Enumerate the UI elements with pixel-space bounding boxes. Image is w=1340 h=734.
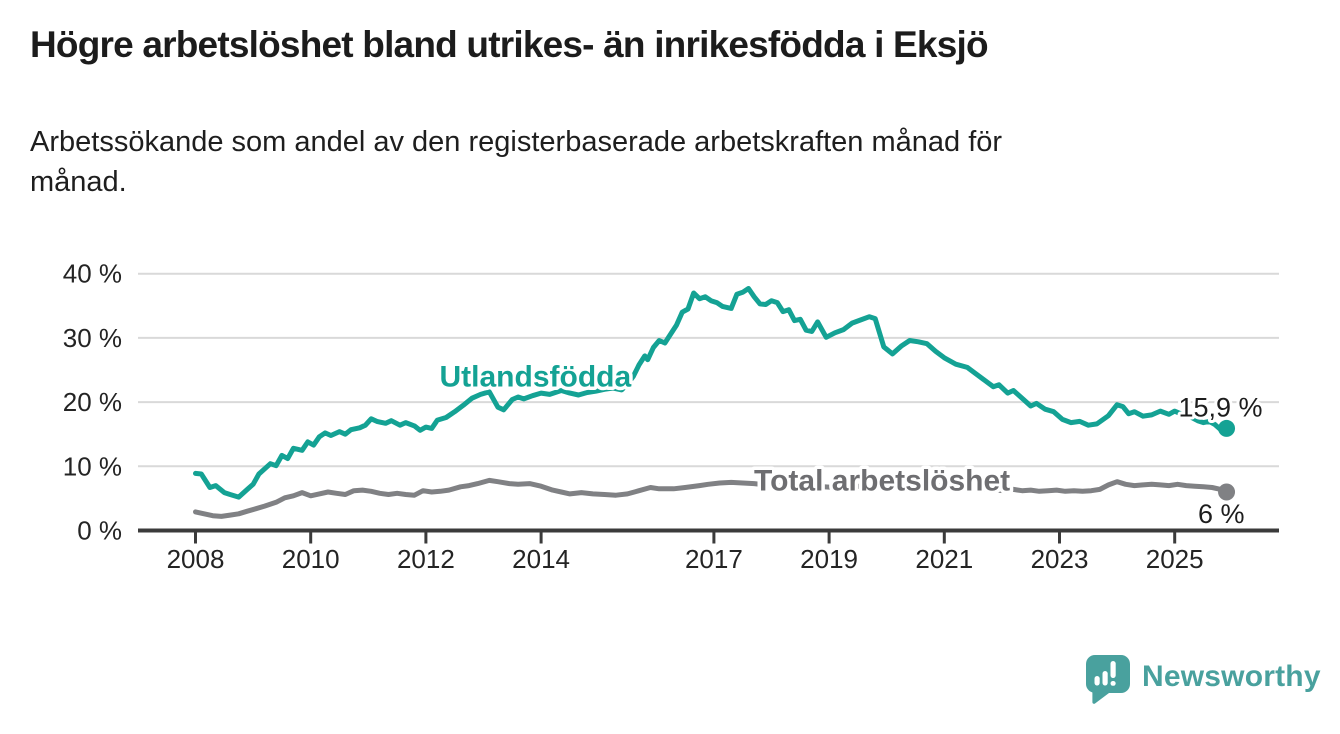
- bar-chart-bar-small: [1094, 676, 1100, 686]
- newsworthy-logo: Newsworthy: [1085, 655, 1321, 705]
- y-axis-tick-label: 20 %: [63, 387, 122, 417]
- x-axis-tick-label: 2019: [800, 544, 858, 574]
- series-end-dot: [1218, 483, 1236, 501]
- x-axis-tick-label: 2021: [915, 544, 973, 574]
- series-end-dot: [1218, 419, 1236, 437]
- series-line: [193, 286, 1229, 500]
- series-label: Total arbetslöshet: [754, 464, 1010, 497]
- speech-bubble-shape: [1086, 655, 1130, 704]
- exclamation-dot: [1110, 681, 1116, 686]
- exclamation-bar: [1110, 661, 1116, 678]
- x-axis-tick-label: 2025: [1146, 544, 1204, 574]
- newsworthy-logo-text: Newsworthy: [1142, 660, 1321, 693]
- chart-subtitle: Arbetssökande som andel av den registerb…: [30, 126, 1003, 198]
- page-title: Högre arbetslöshet bland utrikes- än inr…: [30, 24, 989, 65]
- newsworthy-logo-icon: [1086, 655, 1130, 704]
- series-end-value-label: 15,9 %: [1178, 392, 1262, 422]
- x-axis-tick-label: 2008: [167, 544, 225, 574]
- x-axis-tick-label: 2010: [282, 544, 340, 574]
- bar-chart-bar-medium: [1102, 671, 1108, 686]
- series-label: Utlandsfödda: [440, 361, 632, 394]
- y-axis-tick-label: 30 %: [63, 323, 122, 353]
- series-line: [193, 477, 1229, 519]
- y-axis-tick-label: 40 %: [63, 259, 122, 289]
- y-axis-tick-label: 10 %: [63, 451, 122, 481]
- x-axis-tick-label: 2017: [685, 544, 743, 574]
- x-axis-tick-label: 2012: [397, 544, 455, 574]
- x-axis-tick-label: 2014: [512, 544, 570, 574]
- series-end-value-label: 6 %: [1198, 499, 1245, 529]
- unemployment-line-chart: 2008 2010 2012 2014 2017 2019 2021 2023 2025 0 % 1…: [63, 259, 1279, 574]
- x-axis-tick-label: 2023: [1031, 544, 1089, 574]
- y-axis-tick-label: 0 %: [77, 516, 122, 546]
